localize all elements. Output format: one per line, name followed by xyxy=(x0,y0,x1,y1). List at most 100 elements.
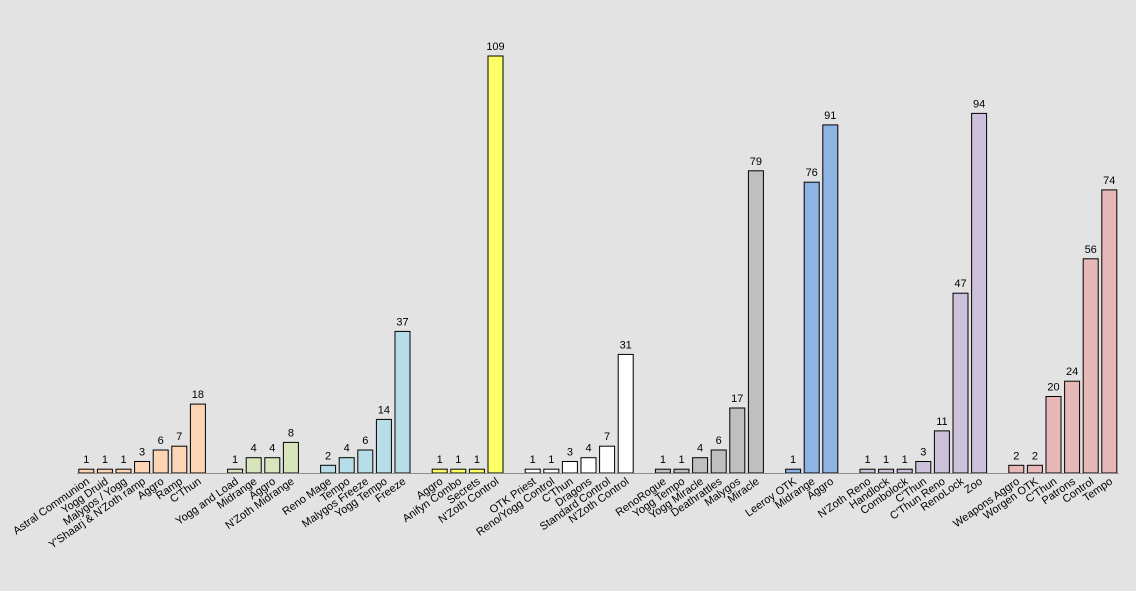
data-label: 3 xyxy=(567,447,573,459)
bar xyxy=(468,468,485,474)
data-label: 1 xyxy=(437,454,443,466)
data-label: 18 xyxy=(192,389,204,401)
bar xyxy=(189,403,206,474)
data-label: 2 xyxy=(1032,450,1038,462)
data-label: 56 xyxy=(1085,244,1097,256)
data-label: 3 xyxy=(920,447,926,459)
data-label: 11 xyxy=(936,416,947,428)
bar xyxy=(134,461,151,474)
bar xyxy=(803,181,820,474)
data-label: 79 xyxy=(750,156,762,168)
bar xyxy=(431,468,448,474)
data-label: 1 xyxy=(120,454,126,466)
data-label: 2 xyxy=(325,450,331,462)
data-label: 1 xyxy=(864,454,870,466)
bar xyxy=(729,407,746,474)
bar xyxy=(96,468,113,474)
bar xyxy=(561,461,578,474)
bar xyxy=(1082,258,1099,474)
bar xyxy=(1045,396,1062,474)
bar xyxy=(896,468,913,474)
bar xyxy=(115,468,132,474)
data-label: 1 xyxy=(232,454,238,466)
data-label: 1 xyxy=(530,454,536,466)
bar xyxy=(524,468,541,474)
bar xyxy=(971,112,988,474)
data-label: 1 xyxy=(902,454,908,466)
data-label: 7 xyxy=(176,431,182,443)
bar xyxy=(264,457,281,474)
data-label: 109 xyxy=(486,41,504,53)
data-label: 74 xyxy=(1103,175,1115,187)
bar xyxy=(580,457,597,474)
data-label: 6 xyxy=(716,435,722,447)
bar xyxy=(599,445,616,474)
data-label: 20 xyxy=(1047,382,1059,394)
bar xyxy=(357,449,374,474)
bar xyxy=(710,449,727,474)
data-label: 1 xyxy=(474,454,480,466)
bar xyxy=(878,468,895,474)
data-label: 4 xyxy=(697,443,703,455)
data-label: 1 xyxy=(455,454,461,466)
data-label: 4 xyxy=(344,443,350,455)
bar xyxy=(282,441,299,474)
data-label: 76 xyxy=(806,167,818,179)
data-label: 3 xyxy=(139,447,145,459)
bar xyxy=(320,464,337,474)
data-label: 1 xyxy=(83,454,89,466)
data-label: 47 xyxy=(954,278,966,290)
bar xyxy=(617,353,634,474)
data-label: 1 xyxy=(790,454,796,466)
bar xyxy=(673,468,690,474)
bar xyxy=(394,330,411,474)
bar xyxy=(338,457,355,474)
data-label: 1 xyxy=(660,454,666,466)
bar xyxy=(859,468,876,474)
bar xyxy=(933,430,950,474)
bar xyxy=(1008,464,1025,474)
data-label: 1 xyxy=(548,454,554,466)
bar xyxy=(375,418,392,474)
bar xyxy=(450,468,467,474)
data-label: 24 xyxy=(1066,366,1078,378)
bar xyxy=(78,468,95,474)
data-label: 6 xyxy=(158,435,164,447)
data-label: 14 xyxy=(378,404,390,416)
bar xyxy=(785,468,802,474)
data-label: 94 xyxy=(973,98,985,110)
bar xyxy=(1064,380,1081,474)
bar xyxy=(227,468,244,474)
data-label: 91 xyxy=(824,110,836,122)
data-label: 6 xyxy=(362,435,368,447)
bar xyxy=(654,468,671,474)
data-label: 17 xyxy=(731,393,743,405)
data-label: 4 xyxy=(269,443,275,455)
data-label: 7 xyxy=(604,431,610,443)
bar xyxy=(692,457,709,474)
bar xyxy=(245,457,262,474)
data-label: 1 xyxy=(102,454,108,466)
bar xyxy=(487,55,504,474)
data-label: 1 xyxy=(883,454,889,466)
data-label: 37 xyxy=(396,316,408,328)
data-label: 1 xyxy=(678,454,684,466)
data-label: 31 xyxy=(620,339,632,351)
bar xyxy=(915,461,932,474)
bar xyxy=(747,170,764,474)
data-label: 8 xyxy=(288,427,294,439)
data-label: 4 xyxy=(585,443,591,455)
bar xyxy=(822,124,839,474)
data-label: 4 xyxy=(251,443,257,455)
bar xyxy=(152,449,169,474)
bar xyxy=(171,445,188,474)
bars-layer xyxy=(78,55,1118,474)
bar xyxy=(1101,189,1118,474)
bar xyxy=(543,468,560,474)
data-label: 2 xyxy=(1013,450,1019,462)
bar xyxy=(1026,464,1043,474)
bar xyxy=(952,292,969,474)
category-label: Zoo xyxy=(962,476,984,497)
